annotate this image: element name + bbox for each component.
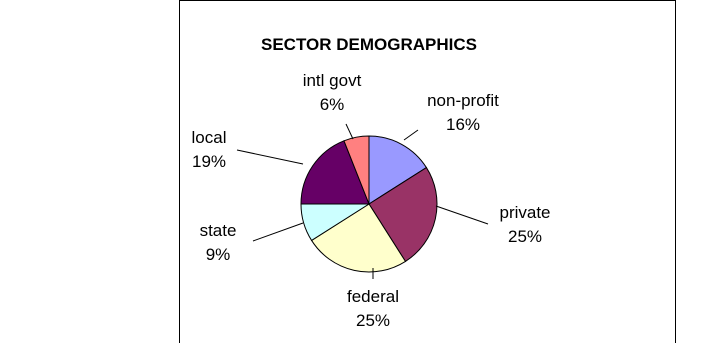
slice-value-state: 9% [206, 245, 231, 264]
slice-label-non-profit: non-profit [427, 91, 499, 110]
slice-value-non-profit: 16% [446, 115, 480, 134]
leader-lines [236, 123, 489, 279]
leader-line-non-profit [403, 129, 419, 141]
slice-label-state: state [200, 221, 237, 240]
pie-slice-local [300, 140, 370, 205]
slice-value-local: 19% [192, 152, 226, 171]
slice-labels: non-profit 16% private 25% federal 25% state 9%… [192, 71, 551, 330]
slice-label-local: local [192, 128, 227, 147]
slices-layer [300, 135, 438, 273]
slice-value-private: 25% [508, 227, 542, 246]
leader-line-state [252, 222, 304, 242]
slice-label-intl-govt: intl govt [303, 71, 362, 90]
slice-label-federal: federal [347, 287, 399, 306]
slice-value-federal: 25% [356, 311, 390, 330]
pie-slice-non-profit [368, 135, 428, 205]
leader-line-private [435, 205, 489, 225]
slice-value-intl-govt: 6% [320, 95, 345, 114]
pie-slice-private [368, 166, 438, 263]
pie-slice-intl-govt [343, 135, 370, 205]
pie-slice-federal [310, 203, 407, 273]
slice-label-private: private [499, 203, 550, 222]
chart-title: SECTOR DEMOGRAPHICS [261, 35, 477, 54]
leader-line-intl-govt [345, 123, 354, 140]
leader-line-local [236, 149, 304, 165]
